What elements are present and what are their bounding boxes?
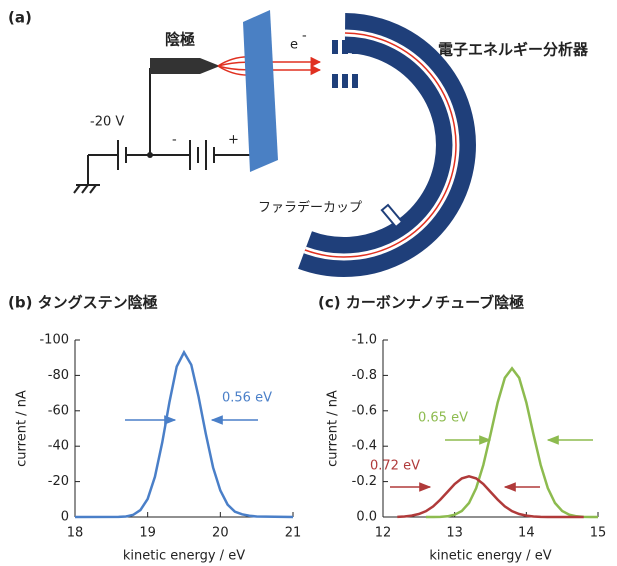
annotation: 0.72 eV [370,459,420,474]
figure: (a) 陰極 -20 V - + [0,0,617,566]
lens [332,40,358,88]
x-tick-label: 21 [285,526,302,541]
x-tick-label: 18 [67,526,84,541]
y-tick-label: -100 [39,333,69,348]
y-tick-label: -20 [48,474,69,489]
faraday-cup [382,205,402,227]
electron-label: e [290,38,298,53]
x-tick-label: 20 [212,526,229,541]
y-tick-label: -0.4 [352,439,377,454]
y-tick-label: -0.8 [352,368,377,383]
x-tick-label: 14 [518,526,535,541]
chart-title: (b) タングステン陰極 [8,294,158,312]
x-axis-label: kinetic energy / eV [429,549,551,564]
line-series [75,352,293,517]
analyzer [305,33,456,257]
electron-sign: - [302,29,307,44]
diagram: (a) 陰極 -20 V - + [8,9,589,257]
x-tick-label: 15 [590,526,607,541]
y-tick-label: 0 [61,510,69,525]
y-tick-label: -80 [48,368,69,383]
voltage-label: -20 V [90,115,124,130]
line-series [426,368,598,517]
annotation: 0.65 eV [418,411,468,426]
x-tick-label: 19 [139,526,156,541]
battery-minus: - [172,133,177,148]
y-axis-label: current / nA [15,390,30,467]
y-tick-label: -0.6 [352,403,377,418]
analyzer-label: 電子エネルギー分析器 [438,41,589,59]
y-tick-label: -0.2 [352,474,377,489]
y-tick-label: 0.0 [356,510,377,525]
x-axis-label: kinetic energy / eV [123,549,245,564]
battery-plus: + [228,133,239,148]
y-tick-label: -40 [48,439,69,454]
cathode [150,58,220,74]
faraday-label: ファラデーカップ [258,200,362,216]
x-tick-label: 12 [375,526,392,541]
panel-label: (a) [8,9,32,27]
chart-title: (c) カーボンナノチューブ陰極 [318,294,524,312]
x-tick-label: 13 [446,526,463,541]
y-tick-label: -1.0 [352,333,377,348]
y-axis-label: current / nA [326,390,341,467]
y-tick-label: -60 [48,403,69,418]
cathode-label: 陰極 [165,31,195,49]
circuit [74,68,265,193]
junction [147,152,153,158]
anode-plate [243,10,278,172]
annotation: 0.56 eV [222,391,272,406]
line-series [397,476,583,517]
